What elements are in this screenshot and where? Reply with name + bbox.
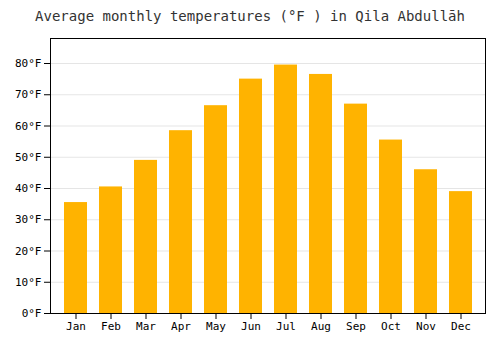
svg-text:Jan: Jan <box>66 320 86 333</box>
svg-text:Apr: Apr <box>171 320 191 333</box>
svg-text:80°F: 80°F <box>15 57 42 70</box>
svg-text:50°F: 50°F <box>15 151 42 164</box>
svg-text:Nov: Nov <box>416 320 436 333</box>
svg-text:Mar: Mar <box>136 320 156 333</box>
svg-text:Dec: Dec <box>451 320 471 333</box>
html-text:Average monthly temperatures (: Average monthly temperatures (°F ) in Qi… <box>35 8 465 24</box>
svg-text:Oct: Oct <box>381 320 401 333</box>
svg-text:Jun: Jun <box>241 320 261 333</box>
svg-text:Jul: Jul <box>276 320 296 333</box>
svg-text:May: May <box>206 320 226 333</box>
svg-text:Feb: Feb <box>101 320 121 333</box>
svg-text:40°F: 40°F <box>15 182 42 195</box>
svg-text:0°F: 0°F <box>22 307 42 320</box>
svg-text:30°F: 30°F <box>15 213 42 226</box>
svg-text:70°F: 70°F <box>15 88 42 101</box>
svg-text:Aug: Aug <box>311 320 331 333</box>
svg-text:20°F: 20°F <box>15 245 42 258</box>
svg-text:60°F: 60°F <box>15 120 42 133</box>
svg-text:Sep: Sep <box>346 320 366 333</box>
svg-text:10°F: 10°F <box>15 276 42 289</box>
